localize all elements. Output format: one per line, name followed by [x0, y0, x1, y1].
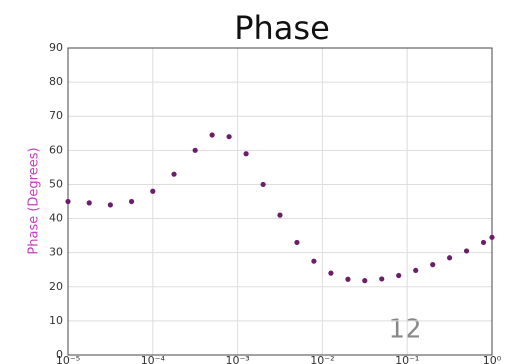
point — [150, 188, 156, 194]
y-axis-label: Phase (Degrees) — [27, 147, 42, 254]
chart-title: Phase — [234, 9, 330, 47]
x-tick-label: 10⁻⁵ — [56, 354, 80, 364]
point — [362, 278, 368, 284]
point — [311, 258, 317, 264]
point — [192, 147, 198, 153]
y-tick-label: 50 — [49, 177, 63, 190]
y-tick-label: 80 — [49, 75, 63, 88]
point — [413, 267, 419, 274]
y-tick-label: 30 — [49, 246, 63, 259]
point — [209, 132, 215, 138]
point — [260, 181, 266, 188]
x-tick-label: 10⁻⁴ — [141, 354, 166, 364]
point — [396, 272, 402, 279]
y-tick-label: 0 — [56, 348, 63, 361]
point — [463, 248, 470, 254]
x-tick-label: 10⁻¹ — [395, 354, 419, 364]
point — [430, 262, 436, 268]
point — [345, 276, 351, 282]
x-tick-label: 10⁰ — [483, 354, 502, 364]
point — [128, 198, 135, 205]
y-tick-label: 20 — [49, 280, 63, 293]
point — [446, 255, 453, 261]
y-tick-label: 70 — [49, 109, 63, 122]
point — [489, 234, 495, 240]
point — [328, 270, 334, 276]
y-tick-label: 90 — [49, 41, 63, 54]
point — [294, 239, 300, 246]
point — [226, 134, 232, 140]
point — [171, 171, 177, 177]
annotation: 12 — [388, 315, 421, 345]
x-tick-label: 10⁻² — [310, 354, 334, 364]
point — [379, 276, 385, 282]
point — [277, 212, 283, 218]
point — [107, 202, 113, 208]
point — [65, 198, 71, 205]
y-tick-label: 60 — [49, 143, 63, 156]
x-tick-label: 10⁻³ — [225, 354, 249, 364]
point — [480, 239, 487, 246]
y-tick-label: 40 — [49, 212, 63, 225]
point — [86, 200, 92, 206]
point — [243, 151, 249, 157]
y-tick-label: 10 — [49, 314, 63, 327]
